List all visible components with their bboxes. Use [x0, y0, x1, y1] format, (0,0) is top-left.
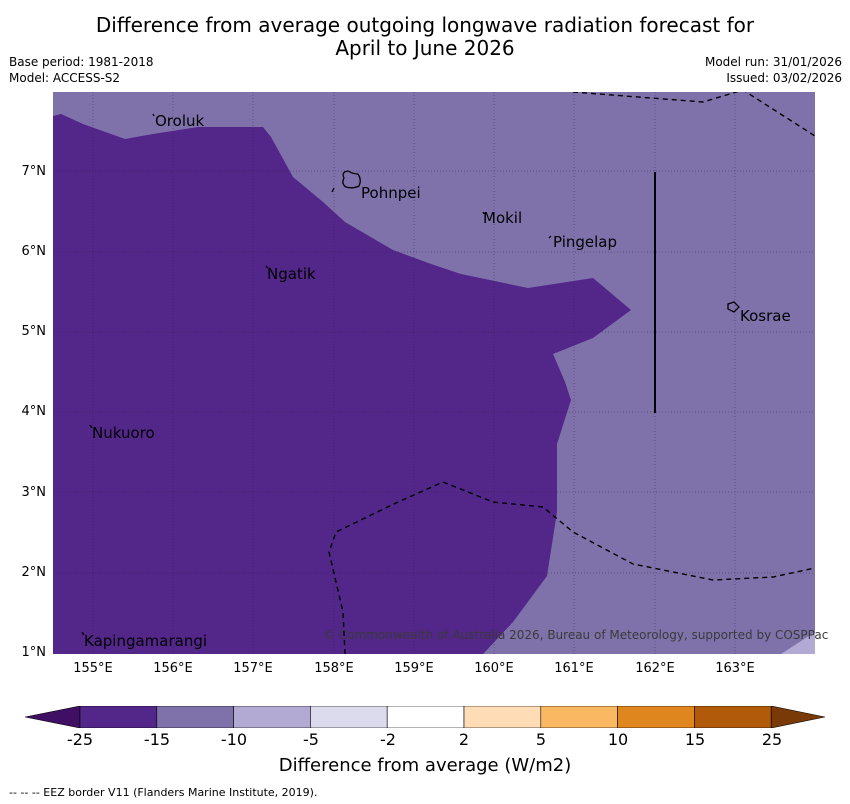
colorbar-segment [310, 706, 388, 728]
colorbar-extend-high [770, 706, 825, 728]
colorbar-tick-6: 2 [458, 730, 470, 749]
label-ngatik: Ngatik [267, 265, 316, 283]
colorbar-extend-low [25, 706, 81, 728]
kosrae-outline [727, 301, 740, 313]
eez-footnote: -- -- -- EEZ border V11 (Flanders Marine… [9, 786, 318, 799]
pohnpei-islet [331, 187, 335, 193]
colorbar-tick-10: 25 [761, 730, 783, 749]
colorbar-segment [79, 706, 158, 728]
label-nukuoro: Nukuoro [92, 424, 155, 442]
colorbar-segment [463, 706, 542, 728]
lon-label-155e: 155°E [73, 661, 113, 676]
lon-label-160e: 160°E [474, 661, 514, 676]
colorbar [25, 706, 825, 728]
meta-right: Model run: 31/01/2026 Issued: 03/02/2026 [705, 54, 842, 86]
colorbar-label: Difference from average (W/m2) [278, 755, 572, 776]
colorbar-segment [617, 706, 695, 728]
lat-label-5n: 5°N [21, 324, 47, 339]
colorbar-segment [694, 706, 772, 728]
field-dark [53, 114, 631, 654]
lon-label-156e: 156°E [153, 661, 193, 676]
colorbar-tick-9: 15 [684, 730, 706, 749]
lon-label-158e: 158°E [314, 661, 354, 676]
colorbar-tick-4: -5 [303, 730, 319, 749]
map-panel [53, 92, 815, 654]
label-kapingamarangi: Kapingamarangi [84, 632, 208, 650]
colorbar-segment [540, 706, 618, 728]
kapinga-mark [81, 631, 85, 636]
meta-left: Base period: 1981-2018 Model: ACCESS-S2 [9, 54, 154, 86]
copyright-notice: © Commonwealth of Australia 2026, Bureau… [323, 628, 829, 642]
lon-label-162e: 162°E [635, 661, 675, 676]
issued-date: Issued: 03/02/2026 [726, 71, 842, 85]
lat-label-7n: 7°N [21, 164, 47, 179]
model-run: Model run: 31/01/2026 [704, 55, 842, 69]
label-pingelap: Pingelap [553, 233, 618, 251]
colorbar-tick-5: -2 [380, 730, 396, 749]
colorbar-segment [386, 706, 465, 728]
lon-label-157e: 157°E [233, 661, 273, 676]
lon-label-159e: 159°E [394, 661, 434, 676]
colorbar-segment [233, 706, 311, 728]
base-period: Base period: 1981-2018 [9, 55, 154, 69]
label-mokil: Mokil [483, 209, 523, 227]
nukuoro-mark [89, 424, 93, 429]
lat-label-4n: 4°N [21, 404, 47, 419]
colorbar-tick-3: -10 [220, 730, 248, 749]
pingelap-mark [548, 235, 552, 239]
title-line-1: Difference from average outgoing longwav… [95, 13, 755, 37]
label-oroluk: Oroluk [155, 112, 205, 130]
lon-label-163e: 163°E [715, 661, 755, 676]
map-title: Difference from average outgoing longwav… [0, 14, 850, 60]
colorbar-segment [156, 706, 234, 728]
title-line-2: April to June 2026 [335, 36, 515, 60]
oroluk-mark [152, 113, 155, 117]
ngatik-mark [265, 265, 269, 269]
lat-label-3n: 3°N [21, 485, 47, 500]
island-outlines [81, 113, 740, 636]
lat-label-2n: 2°N [21, 565, 47, 580]
colorbar-tick-7: 5 [535, 730, 547, 749]
colorbar-tick-8: 10 [607, 730, 629, 749]
label-pohnpei: Pohnpei [361, 184, 421, 202]
eez-border [328, 92, 815, 654]
field-light [781, 632, 815, 654]
lat-label-6n: 6°N [21, 244, 47, 259]
lon-label-161e: 161°E [554, 661, 594, 676]
label-kosrae: Kosrae [740, 307, 791, 325]
pohnpei-outline [342, 170, 361, 189]
colorbar-tick-2: -15 [143, 730, 171, 749]
model-name: Model: ACCESS-S2 [9, 71, 121, 85]
mokil-mark [482, 211, 485, 215]
lat-label-1n: 1°N [21, 645, 47, 660]
colorbar-tick-1: -25 [66, 730, 94, 749]
